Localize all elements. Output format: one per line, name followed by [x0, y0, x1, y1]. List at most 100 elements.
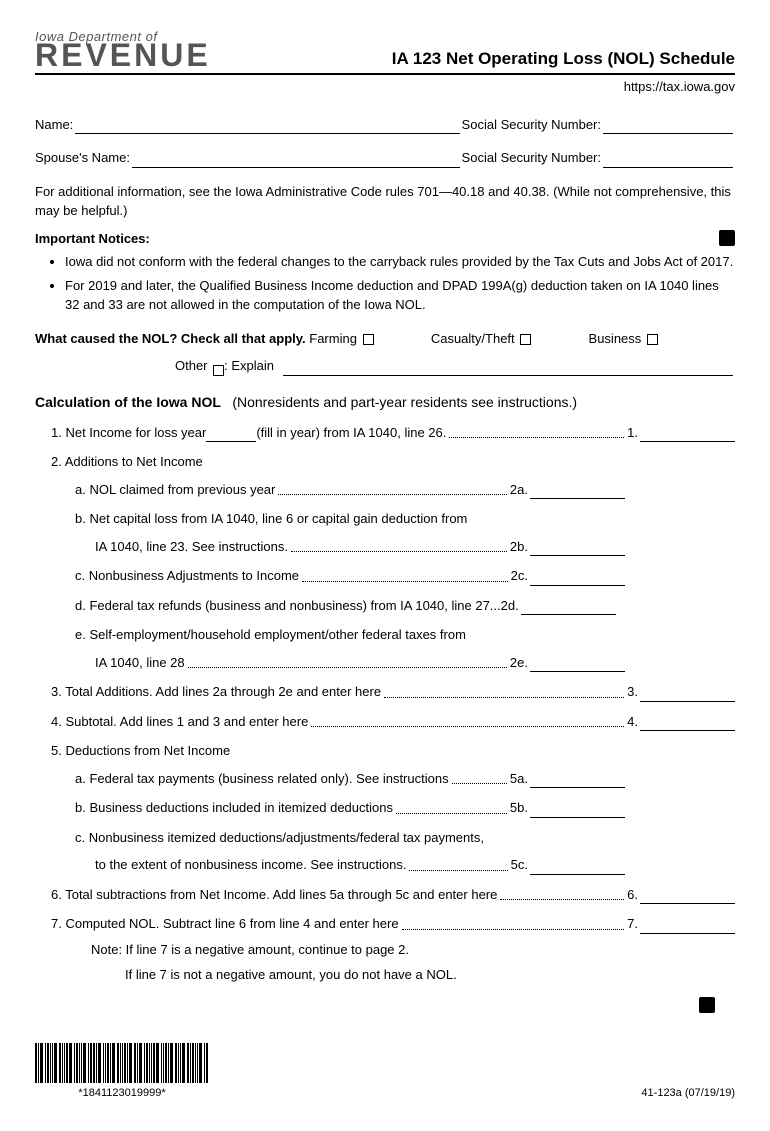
- line-2e: e. Self-employment/household employment/…: [75, 625, 735, 672]
- line7-num: 7.: [627, 914, 638, 934]
- marker-square-top: [719, 230, 735, 246]
- calc-heading-bold: Calculation of the Iowa NOL: [35, 394, 221, 410]
- line-2d: d. Federal tax refunds (business and non…: [75, 596, 735, 616]
- explain-input[interactable]: [283, 362, 733, 376]
- line5b-amount[interactable]: [530, 804, 625, 818]
- line1-year-input[interactable]: [206, 428, 256, 442]
- farming-checkbox[interactable]: [363, 334, 374, 345]
- ssn-input[interactable]: [603, 120, 733, 134]
- line6-amount[interactable]: [640, 890, 735, 904]
- line2c-text: c. Nonbusiness Adjustments to Income: [75, 566, 299, 586]
- line-6: 6. Total subtractions from Net Income. A…: [35, 885, 735, 905]
- line-5: 5. Deductions from Net Income a. Federal…: [35, 741, 735, 875]
- ssn-label: Social Security Number:: [462, 115, 601, 135]
- other-label: Other: [175, 356, 208, 376]
- line-5b: b. Business deductions included in itemi…: [75, 798, 735, 818]
- line5a-num: 5a.: [510, 769, 528, 789]
- business-label: Business: [589, 331, 642, 346]
- line6-text: 6. Total subtractions from Net Income. A…: [51, 885, 497, 905]
- name-row: Name: Social Security Number:: [35, 115, 735, 135]
- line3-text: 3. Total Additions. Add lines 2a through…: [51, 682, 381, 702]
- name-label: Name:: [35, 115, 73, 135]
- note2: If line 7 is not a negative amount, you …: [125, 965, 735, 985]
- info-paragraph: For additional information, see the Iowa…: [35, 182, 735, 221]
- line2d-amount[interactable]: [521, 601, 616, 615]
- spouse-input[interactable]: [132, 154, 460, 168]
- farming-label: Farming: [309, 331, 357, 346]
- line6-num: 6.: [627, 885, 638, 905]
- line-7: 7. Computed NOL. Subtract line 6 from li…: [35, 914, 735, 985]
- header: Iowa Department of REVENUE IA 123 Net Op…: [35, 30, 735, 75]
- line5c-num: 5c.: [511, 855, 528, 875]
- line1-text-b: (fill in year) from IA 1040, line 26.: [256, 423, 446, 443]
- line2d-text: d. Federal tax refunds (business and non…: [75, 596, 501, 616]
- line-2c: c. Nonbusiness Adjustments to Income 2c.: [75, 566, 735, 586]
- spouse-ssn-label: Social Security Number:: [462, 148, 601, 168]
- line-4: 4. Subtotal. Add lines 1 and 3 and enter…: [35, 712, 735, 732]
- line5a-amount[interactable]: [530, 774, 625, 788]
- line4-text: 4. Subtotal. Add lines 1 and 3 and enter…: [51, 712, 308, 732]
- spouse-row: Spouse's Name: Social Security Number:: [35, 148, 735, 168]
- barcode-text: *1841123019999*: [35, 1085, 209, 1102]
- notices-heading: Important Notices:: [35, 229, 150, 249]
- line2e-text1: e. Self-employment/household employment/…: [75, 625, 735, 645]
- line-2: 2. Additions to Net Income a. NOL claime…: [35, 452, 735, 672]
- line2b-amount[interactable]: [530, 542, 625, 556]
- barcode-icon: [35, 1043, 209, 1083]
- other-row: Other : Explain: [175, 356, 735, 376]
- line2c-num: 2c.: [511, 566, 528, 586]
- line-5a: a. Federal tax payments (business relate…: [75, 769, 735, 789]
- line1-amount[interactable]: [640, 428, 735, 442]
- calc-heading: Calculation of the Iowa NOL (Nonresident…: [35, 392, 735, 413]
- notice-item: For 2019 and later, the Qualified Busine…: [65, 276, 735, 315]
- line2a-text: a. NOL claimed from previous year: [75, 480, 275, 500]
- line2c-amount[interactable]: [530, 572, 625, 586]
- line3-amount[interactable]: [640, 688, 735, 702]
- dept-logo: Iowa Department of REVENUE: [35, 30, 211, 71]
- line2b-text2: IA 1040, line 23. See instructions.: [95, 537, 288, 557]
- line2a-num: 2a.: [510, 480, 528, 500]
- line-5c: c. Nonbusiness itemized deductions/adjus…: [75, 828, 735, 875]
- line5a-text: a. Federal tax payments (business relate…: [75, 769, 449, 789]
- line5-text: 5. Deductions from Net Income: [51, 741, 735, 761]
- line4-amount[interactable]: [640, 717, 735, 731]
- line2e-amount[interactable]: [530, 658, 625, 672]
- cause-question: What caused the NOL? Check all that appl…: [35, 331, 306, 346]
- marker-bottom-row: [35, 997, 715, 1013]
- line2b-num: 2b.: [510, 537, 528, 557]
- line4-num: 4.: [627, 712, 638, 732]
- barcode-block: *1841123019999*: [35, 1043, 209, 1102]
- line5b-text: b. Business deductions included in itemi…: [75, 798, 393, 818]
- notice-item: Iowa did not conform with the federal ch…: [65, 252, 735, 272]
- casualty-checkbox[interactable]: [520, 334, 531, 345]
- calc-heading-sub: (Nonresidents and part-year residents se…: [232, 394, 577, 410]
- form-id: 41-123a (07/19/19): [641, 1085, 735, 1102]
- notices-heading-row: Important Notices:: [35, 229, 735, 249]
- spouse-ssn-input[interactable]: [603, 154, 733, 168]
- footer: *1841123019999* 41-123a (07/19/19): [35, 1043, 735, 1102]
- explain-label: : Explain: [224, 356, 274, 376]
- url: https://tax.iowa.gov: [35, 77, 735, 97]
- line-2b: b. Net capital loss from IA 1040, line 6…: [75, 509, 735, 556]
- line2e-text2: IA 1040, line 28: [95, 653, 185, 673]
- line2a-amount[interactable]: [530, 485, 625, 499]
- line-1: 1. Net Income for loss year (fill in yea…: [35, 423, 735, 443]
- marker-square-bottom: [699, 997, 715, 1013]
- note1: Note: If line 7 is a negative amount, co…: [91, 940, 735, 960]
- spouse-label: Spouse's Name:: [35, 148, 130, 168]
- form-title: IA 123 Net Operating Loss (NOL) Schedule: [392, 46, 735, 72]
- line2-text: 2. Additions to Net Income: [51, 452, 735, 472]
- line7-text: 7. Computed NOL. Subtract line 6 from li…: [51, 914, 399, 934]
- line7-amount[interactable]: [640, 920, 735, 934]
- notices-list: Iowa did not conform with the federal ch…: [65, 252, 735, 315]
- line5c-text1: c. Nonbusiness itemized deductions/adjus…: [75, 828, 735, 848]
- other-checkbox[interactable]: [213, 365, 224, 376]
- calc-list: 1. Net Income for loss year (fill in yea…: [35, 423, 735, 985]
- business-checkbox[interactable]: [647, 334, 658, 345]
- line5b-num: 5b.: [510, 798, 528, 818]
- line5c-text2: to the extent of nonbusiness income. See…: [95, 855, 406, 875]
- line2b-text1: b. Net capital loss from IA 1040, line 6…: [75, 509, 735, 529]
- line5c-amount[interactable]: [530, 861, 625, 875]
- name-input[interactable]: [75, 120, 459, 134]
- line2d-num: 2d.: [501, 596, 519, 616]
